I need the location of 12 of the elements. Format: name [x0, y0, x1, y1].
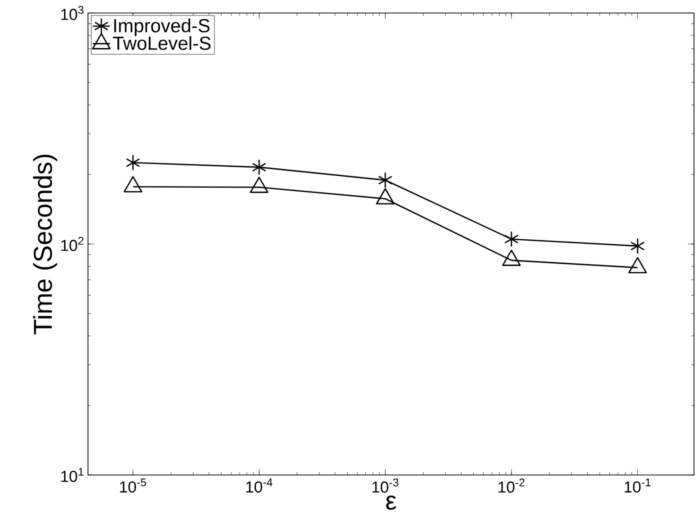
x-tick-label: 10$^{-1}$ — [624, 478, 651, 493]
y-tick-label: 10$^{1}$ — [61, 468, 84, 482]
x-axis-title: ε — [386, 496, 396, 510]
legend-label: Improved-S — [114, 18, 210, 36]
x-tick-label: 10$^{-5}$ — [120, 478, 146, 493]
x-tick-label: 10$^{-4}$ — [246, 478, 272, 493]
y-tick-label: 10$^{3}$ — [61, 6, 84, 20]
legend-label: TwoLevel-S — [112, 36, 211, 50]
y-axis-title: Time (Seconds) — [33, 154, 58, 334]
x-tick-label: 10$^{-2}$ — [498, 478, 524, 493]
x-tick-label: 10$^{-3}$ — [372, 478, 398, 493]
y-tick-label: 10$^{2}$ — [61, 236, 84, 252]
